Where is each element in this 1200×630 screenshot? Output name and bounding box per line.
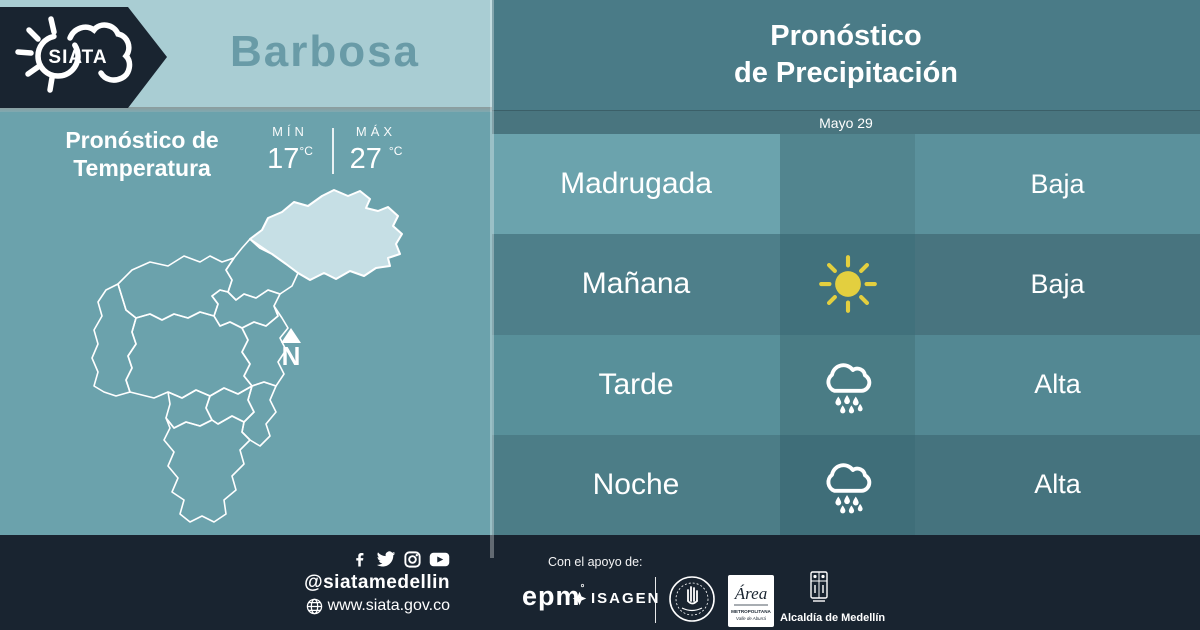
band-shadow [0, 107, 492, 112]
level-value-tarde: Alta [915, 334, 1200, 435]
temperature-max: MÁX 27 °C [344, 124, 408, 176]
period-label-noche: Noche [492, 434, 780, 535]
temperature-title: Pronóstico de Temperatura [28, 126, 256, 182]
sun-cloud-icon [15, 16, 133, 93]
social-icons-row [304, 549, 450, 569]
max-number: 27 [349, 143, 382, 175]
chevron-shape [0, 7, 167, 108]
forecast-icon-cell [780, 134, 915, 235]
precipitation-title-line2: de Precipitación [733, 57, 958, 89]
rain-cloud-icon [825, 463, 871, 514]
area-script-text: Área [734, 584, 767, 603]
alcaldia-text: Alcaldía de Medellín [780, 612, 886, 624]
website-row: www.siata.gov.co [304, 597, 450, 615]
municipality-outline [125, 311, 253, 399]
north-indicator: N [274, 328, 308, 370]
forecast-icon-cell [780, 334, 915, 435]
rain-cloud-icon [825, 362, 871, 414]
alcaldia-emblem-icon [810, 571, 828, 602]
epm-mark: ° [580, 583, 586, 594]
max-label: MÁX [355, 124, 397, 139]
support-label: Con el apoyo de: [548, 555, 643, 569]
municipality-title: Barbosa [229, 27, 421, 76]
north-label: N [281, 341, 301, 371]
municipality-outline [163, 415, 251, 523]
facebook-icon[interactable] [351, 550, 369, 568]
municipality-outline [241, 381, 277, 447]
area-metropolitana-logo: Área METROPOLITANA Valle de Aburrá [728, 575, 774, 627]
hand-seal-logo [669, 576, 715, 622]
globe-icon [306, 598, 322, 614]
epm-logo: epm° [522, 581, 586, 612]
temperature-title-line2: Temperatura [73, 155, 211, 182]
area-metropolitana-text: METROPOLITANA [731, 609, 771, 614]
north-arrow-icon [281, 328, 301, 343]
period-label-manana: Mañana [492, 234, 780, 335]
moon-icon [828, 163, 861, 205]
temperature-minmax: MÍN 17°C MÁX 27 °C [258, 124, 408, 176]
forecast-icon-cell [780, 234, 915, 335]
twitter-icon[interactable] [376, 549, 396, 569]
municipality-outline [91, 283, 137, 397]
level-value-manana: Baja [915, 234, 1200, 335]
forecast-date: Mayo 29 [492, 110, 1200, 134]
highlighted-municipality-barbosa [249, 189, 403, 281]
footer-divider [655, 577, 656, 623]
isagen-logo: ISAGEN [572, 590, 661, 607]
isagen-mark-icon [572, 591, 587, 606]
period-label-tarde: Tarde [492, 334, 780, 435]
level-value-madrugada: Baja [915, 134, 1200, 235]
website-url[interactable]: www.siata.gov.co [327, 597, 450, 614]
forecast-table: Madrugada Baja Mañana [492, 134, 1200, 535]
min-label: MÍN [272, 124, 308, 139]
sun-icon [818, 255, 877, 314]
municipality-outline [117, 255, 235, 321]
temperature-map-panel: Pronóstico de Temperatura MÍN 17°C MÁX 2… [0, 112, 492, 535]
precipitation-header: Pronóstico de Precipitación [492, 0, 1200, 110]
aburra-valley-map [91, 189, 403, 523]
level-value-noche: Alta [915, 434, 1200, 535]
precipitation-title-line1: Pronóstico [770, 19, 922, 52]
social-handle[interactable]: @siatamedellin [304, 572, 450, 593]
forecast-icon-cell [780, 434, 915, 535]
footer-social-block: @siatamedellin www.siata.gov.co [304, 549, 450, 615]
siata-wordmark: SIATA [48, 47, 107, 68]
panel-divider [490, 0, 494, 558]
siata-logo: SIATA [0, 7, 167, 108]
min-value: 17°C [258, 143, 322, 176]
temperature-title-line1: Pronóstico de [65, 127, 219, 153]
minmax-divider [332, 128, 334, 174]
temperature-min: MÍN 17°C [258, 124, 322, 176]
footer: @siatamedellin www.siata.gov.co Con el a… [0, 535, 1200, 630]
min-number: 17 [267, 143, 300, 175]
youtube-icon[interactable] [429, 551, 450, 568]
max-value: 27 °C [344, 143, 408, 176]
instagram-icon[interactable] [403, 550, 422, 569]
epm-wordmark: epm [522, 581, 581, 611]
max-unit: °C [388, 144, 403, 158]
area-valle-text: Valle de Aburrá [736, 616, 766, 621]
period-label-madrugada: Madrugada [492, 134, 780, 235]
alcaldia-logo: Alcaldía de Medellín [780, 571, 886, 624]
precipitation-panel: Pronóstico de Precipitación Mayo 29 Madr… [492, 0, 1200, 535]
isagen-wordmark: ISAGEN [591, 590, 661, 607]
min-unit: °C [299, 144, 313, 158]
